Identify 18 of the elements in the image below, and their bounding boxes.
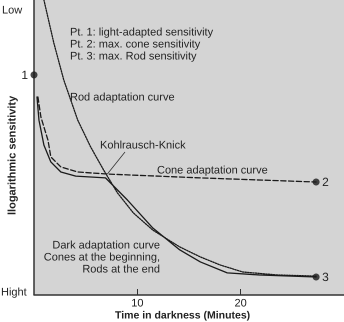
annotation: Rods at the end xyxy=(82,264,160,276)
annotation: Kohlrausch-Knick xyxy=(100,140,186,152)
x-tick-label: 20 xyxy=(234,298,247,310)
x-tick-label: 10 xyxy=(131,298,144,310)
annotation: Pt. 2: max. cone sensitivity xyxy=(70,38,201,50)
series-label: Dark adaptation curve xyxy=(52,240,160,252)
annotation: Cones at the beginning, xyxy=(44,252,160,264)
text: Hight xyxy=(1,286,27,298)
x-axis-title: Time in darkness (Minutes) xyxy=(115,310,250,322)
series-label: Rod adaptation curve xyxy=(70,92,175,104)
annotation: Pt. 3: max. Rod sensitivity xyxy=(70,50,198,62)
annotation: 3 xyxy=(322,270,330,284)
text: Low xyxy=(2,4,22,16)
series-label: Cone adaptation curve xyxy=(157,164,268,176)
y-axis-title: llogarithmic sensitivity xyxy=(6,94,18,215)
annotation: 2 xyxy=(322,175,330,190)
annotation: Pt. 1: light-adapted sensitivity xyxy=(70,26,214,38)
annotation: 1 xyxy=(21,68,28,82)
